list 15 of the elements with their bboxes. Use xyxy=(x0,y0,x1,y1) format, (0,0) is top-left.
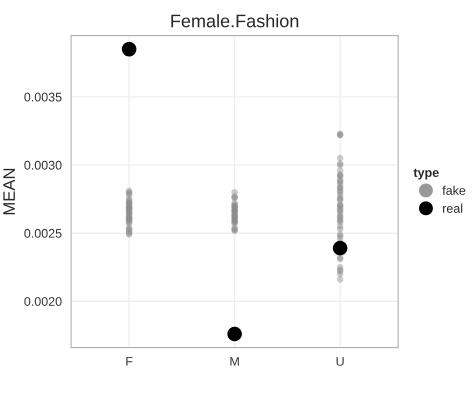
point xyxy=(122,42,136,56)
y-tick-label: 0.0030 xyxy=(24,160,62,170)
legend-title: type xyxy=(414,168,439,180)
legend-label: fake xyxy=(442,186,466,195)
y-tick-label: 0.0035 xyxy=(24,92,62,102)
y-tick-label: 0.0025 xyxy=(24,228,62,238)
chart-title: Female.Fashion xyxy=(171,14,298,28)
legend-label: real xyxy=(443,204,462,213)
point xyxy=(227,326,242,342)
x-tick-label: F xyxy=(126,357,132,366)
x-tick-label: U xyxy=(336,357,344,366)
y-tick-label: 0.0020 xyxy=(24,297,62,306)
x-tick-label: M xyxy=(230,357,239,366)
y-axis-title: MEAN xyxy=(3,168,15,214)
point xyxy=(332,240,348,256)
